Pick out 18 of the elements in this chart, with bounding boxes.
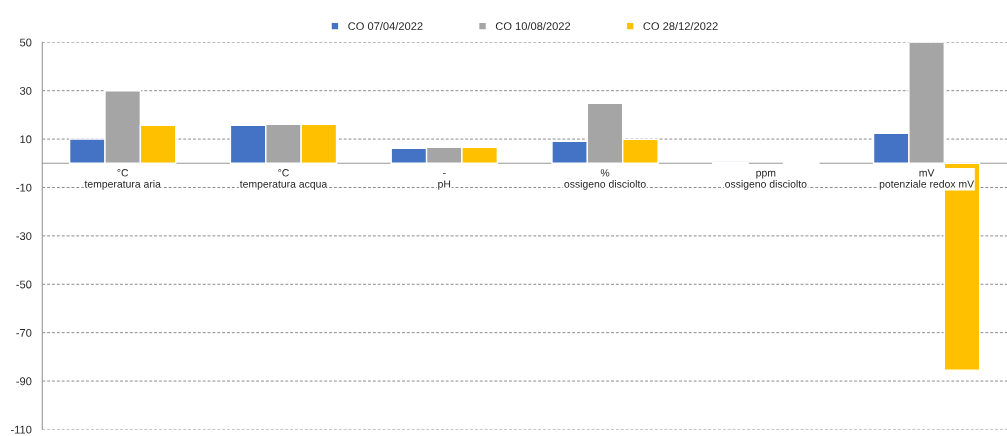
y-tick-label: 10 — [20, 135, 32, 144]
x-tick-label: °C temperatura acqua — [239, 169, 328, 190]
legend-label: CO 07/04/2022 — [348, 21, 423, 31]
y-tick-label: -70 — [16, 328, 32, 337]
y-tick-label: 30 — [19, 86, 32, 95]
y-tick-label: -90 — [16, 377, 32, 386]
y-tick-label: -30 — [16, 232, 32, 241]
y-tick-label: 50 — [19, 38, 32, 47]
legend-label: CO 28/12/2022 — [643, 21, 718, 31]
y-tick-label: -110 — [10, 425, 32, 434]
x-tick-label: % ossigeno disciolto — [564, 169, 646, 190]
x-tick-label: °C temperatura aria — [84, 169, 161, 190]
x-tick-label: - pH — [438, 173, 451, 190]
x-tick-label: mV potenziale redox mV — [879, 169, 975, 190]
x-tick-label: ppm ossigeno disciolto — [725, 170, 807, 190]
y-tick-label: -50 — [16, 280, 32, 289]
y-tick-label: -10 — [16, 183, 32, 192]
legend-label: CO 10/08/2022 — [495, 21, 571, 31]
